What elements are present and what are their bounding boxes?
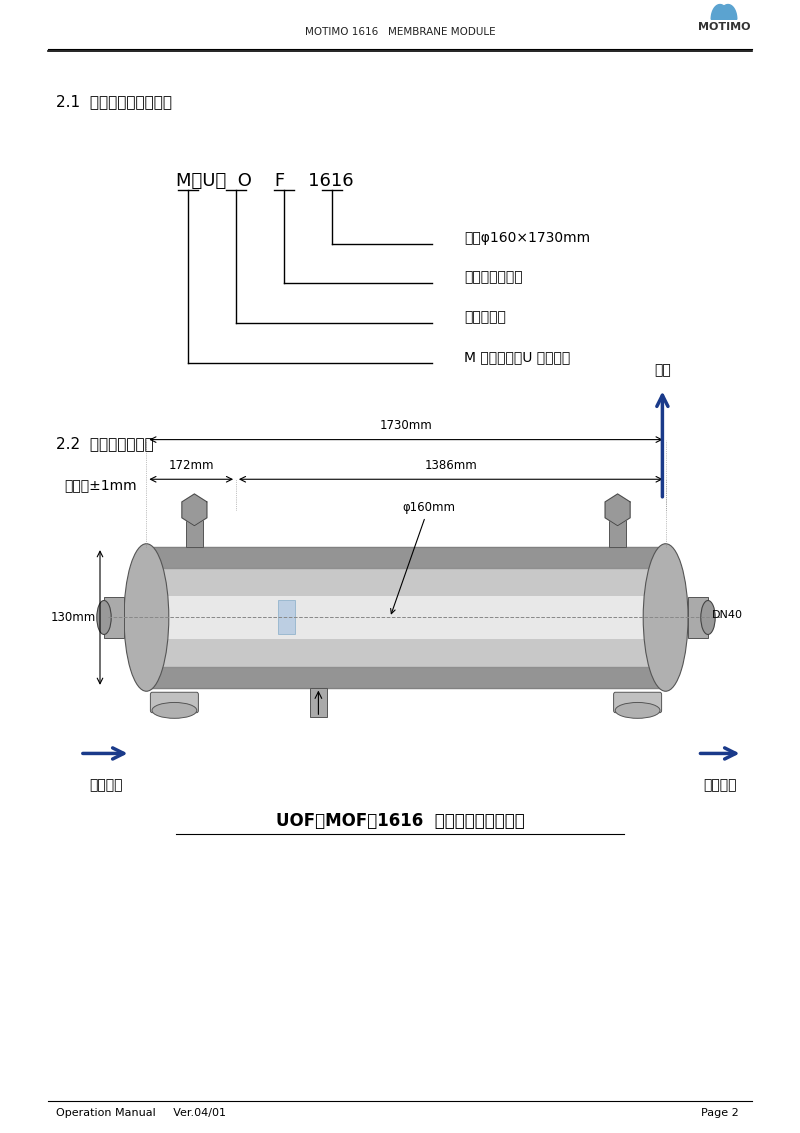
FancyBboxPatch shape: [688, 597, 708, 638]
Text: 规格φ160×1730mm: 规格φ160×1730mm: [464, 231, 590, 245]
Text: DN40: DN40: [712, 611, 743, 620]
Text: 2.1  产品型号、规格说明: 2.1 产品型号、规格说明: [56, 94, 172, 110]
Polygon shape: [182, 494, 207, 526]
Text: MOTIMO 1616   MEMBRANE MODULE: MOTIMO 1616 MEMBRANE MODULE: [305, 27, 495, 37]
Ellipse shape: [97, 600, 111, 634]
Ellipse shape: [643, 544, 688, 691]
FancyBboxPatch shape: [278, 600, 295, 634]
Text: 1730mm: 1730mm: [380, 419, 432, 432]
FancyBboxPatch shape: [150, 692, 198, 713]
Text: 1386mm: 1386mm: [425, 460, 477, 472]
Text: 进水方向: 进水方向: [90, 778, 123, 792]
Text: 代表外压式: 代表外压式: [464, 310, 506, 324]
Ellipse shape: [152, 702, 197, 718]
Text: Page 2: Page 2: [701, 1108, 739, 1117]
FancyBboxPatch shape: [614, 692, 662, 713]
Text: 公差：±1mm: 公差：±1mm: [64, 478, 137, 492]
Text: 浓水: 浓水: [654, 364, 670, 377]
FancyBboxPatch shape: [104, 597, 124, 638]
Polygon shape: [605, 494, 630, 526]
FancyBboxPatch shape: [146, 596, 666, 639]
Text: 2.2  膜组件工艺尺寸: 2.2 膜组件工艺尺寸: [56, 436, 154, 452]
Text: UOF（MOF）1616  型膜组件尺寸示意图: UOF（MOF）1616 型膜组件尺寸示意图: [276, 812, 524, 830]
FancyBboxPatch shape: [609, 519, 626, 547]
FancyBboxPatch shape: [146, 547, 666, 688]
Text: M 微滤代号；U 超滤代号: M 微滤代号；U 超滤代号: [464, 350, 570, 364]
Text: 130mm: 130mm: [50, 611, 96, 624]
Text: 产水方向: 产水方向: [703, 778, 737, 792]
Polygon shape: [719, 5, 737, 19]
Text: MOTIMO: MOTIMO: [698, 22, 750, 32]
Ellipse shape: [701, 600, 715, 634]
FancyBboxPatch shape: [310, 688, 327, 717]
Text: M（U）  O    F    1616: M（U） O F 1616: [176, 172, 354, 190]
Text: 代表聚偏氟乙烯: 代表聚偏氟乙烯: [464, 271, 522, 284]
Text: Operation Manual     Ver.04/01: Operation Manual Ver.04/01: [56, 1108, 226, 1117]
Polygon shape: [711, 5, 729, 19]
Text: φ160mm: φ160mm: [390, 501, 455, 614]
Text: 172mm: 172mm: [169, 460, 214, 472]
Ellipse shape: [615, 702, 660, 718]
FancyBboxPatch shape: [186, 519, 203, 547]
Ellipse shape: [124, 544, 169, 691]
